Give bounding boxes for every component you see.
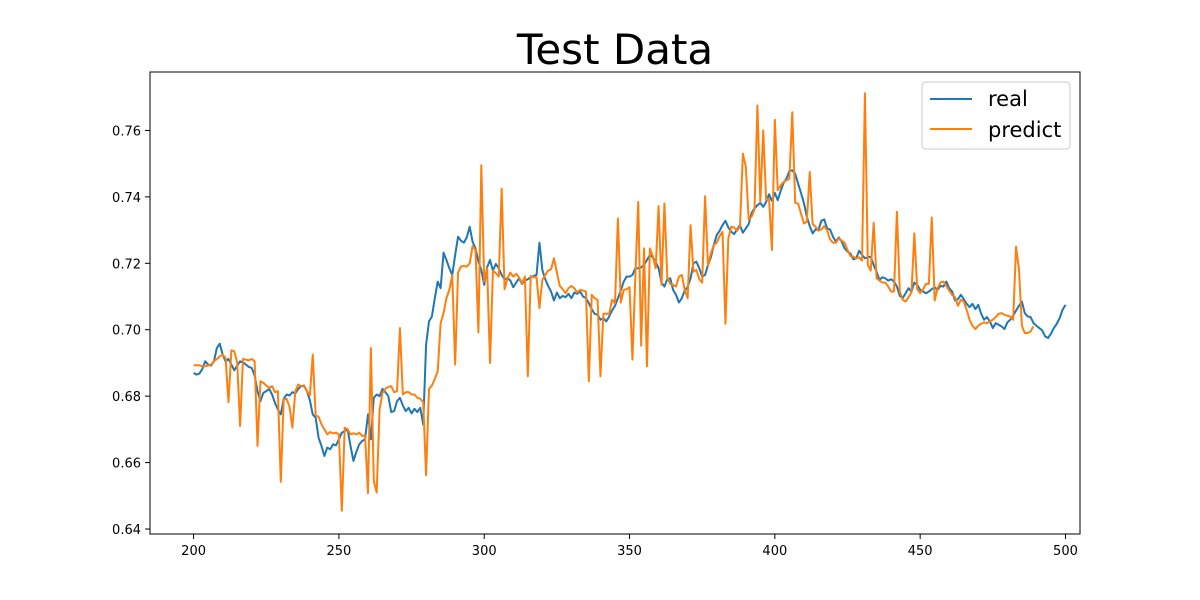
x-tick-label: 400 bbox=[762, 544, 787, 559]
y-tick-label: 0.64 bbox=[112, 523, 141, 538]
legend: real predict bbox=[921, 81, 1071, 150]
x-tick-label: 300 bbox=[472, 544, 497, 559]
y-tick-label: 0.70 bbox=[112, 324, 141, 339]
y-tick-label: 0.76 bbox=[112, 124, 141, 139]
y-tick-label: 0.68 bbox=[112, 390, 141, 405]
x-tick-label: 350 bbox=[617, 544, 642, 559]
legend-label-real: real bbox=[988, 87, 1028, 111]
x-tick-label: 500 bbox=[1053, 544, 1078, 559]
x-tick-label: 450 bbox=[908, 544, 933, 559]
x-tick-label: 200 bbox=[181, 544, 206, 559]
plot-frame bbox=[149, 71, 1081, 535]
series-layer bbox=[193, 92, 1067, 512]
series-line-predict bbox=[193, 92, 1035, 512]
x-tick-label: 250 bbox=[326, 544, 351, 559]
chart-title: Test Data bbox=[516, 25, 713, 74]
y-axis: 0.64 0.66 0.68 0.70 0.72 0.74 0.76 bbox=[112, 124, 150, 538]
x-axis: 200 250 300 350 400 450 500 bbox=[181, 534, 1078, 559]
y-tick-label: 0.66 bbox=[112, 457, 141, 472]
y-tick-label: 0.74 bbox=[112, 191, 141, 206]
series-line-real bbox=[193, 169, 1067, 462]
y-tick-label: 0.72 bbox=[112, 257, 141, 272]
legend-label-predict: predict bbox=[988, 118, 1061, 142]
